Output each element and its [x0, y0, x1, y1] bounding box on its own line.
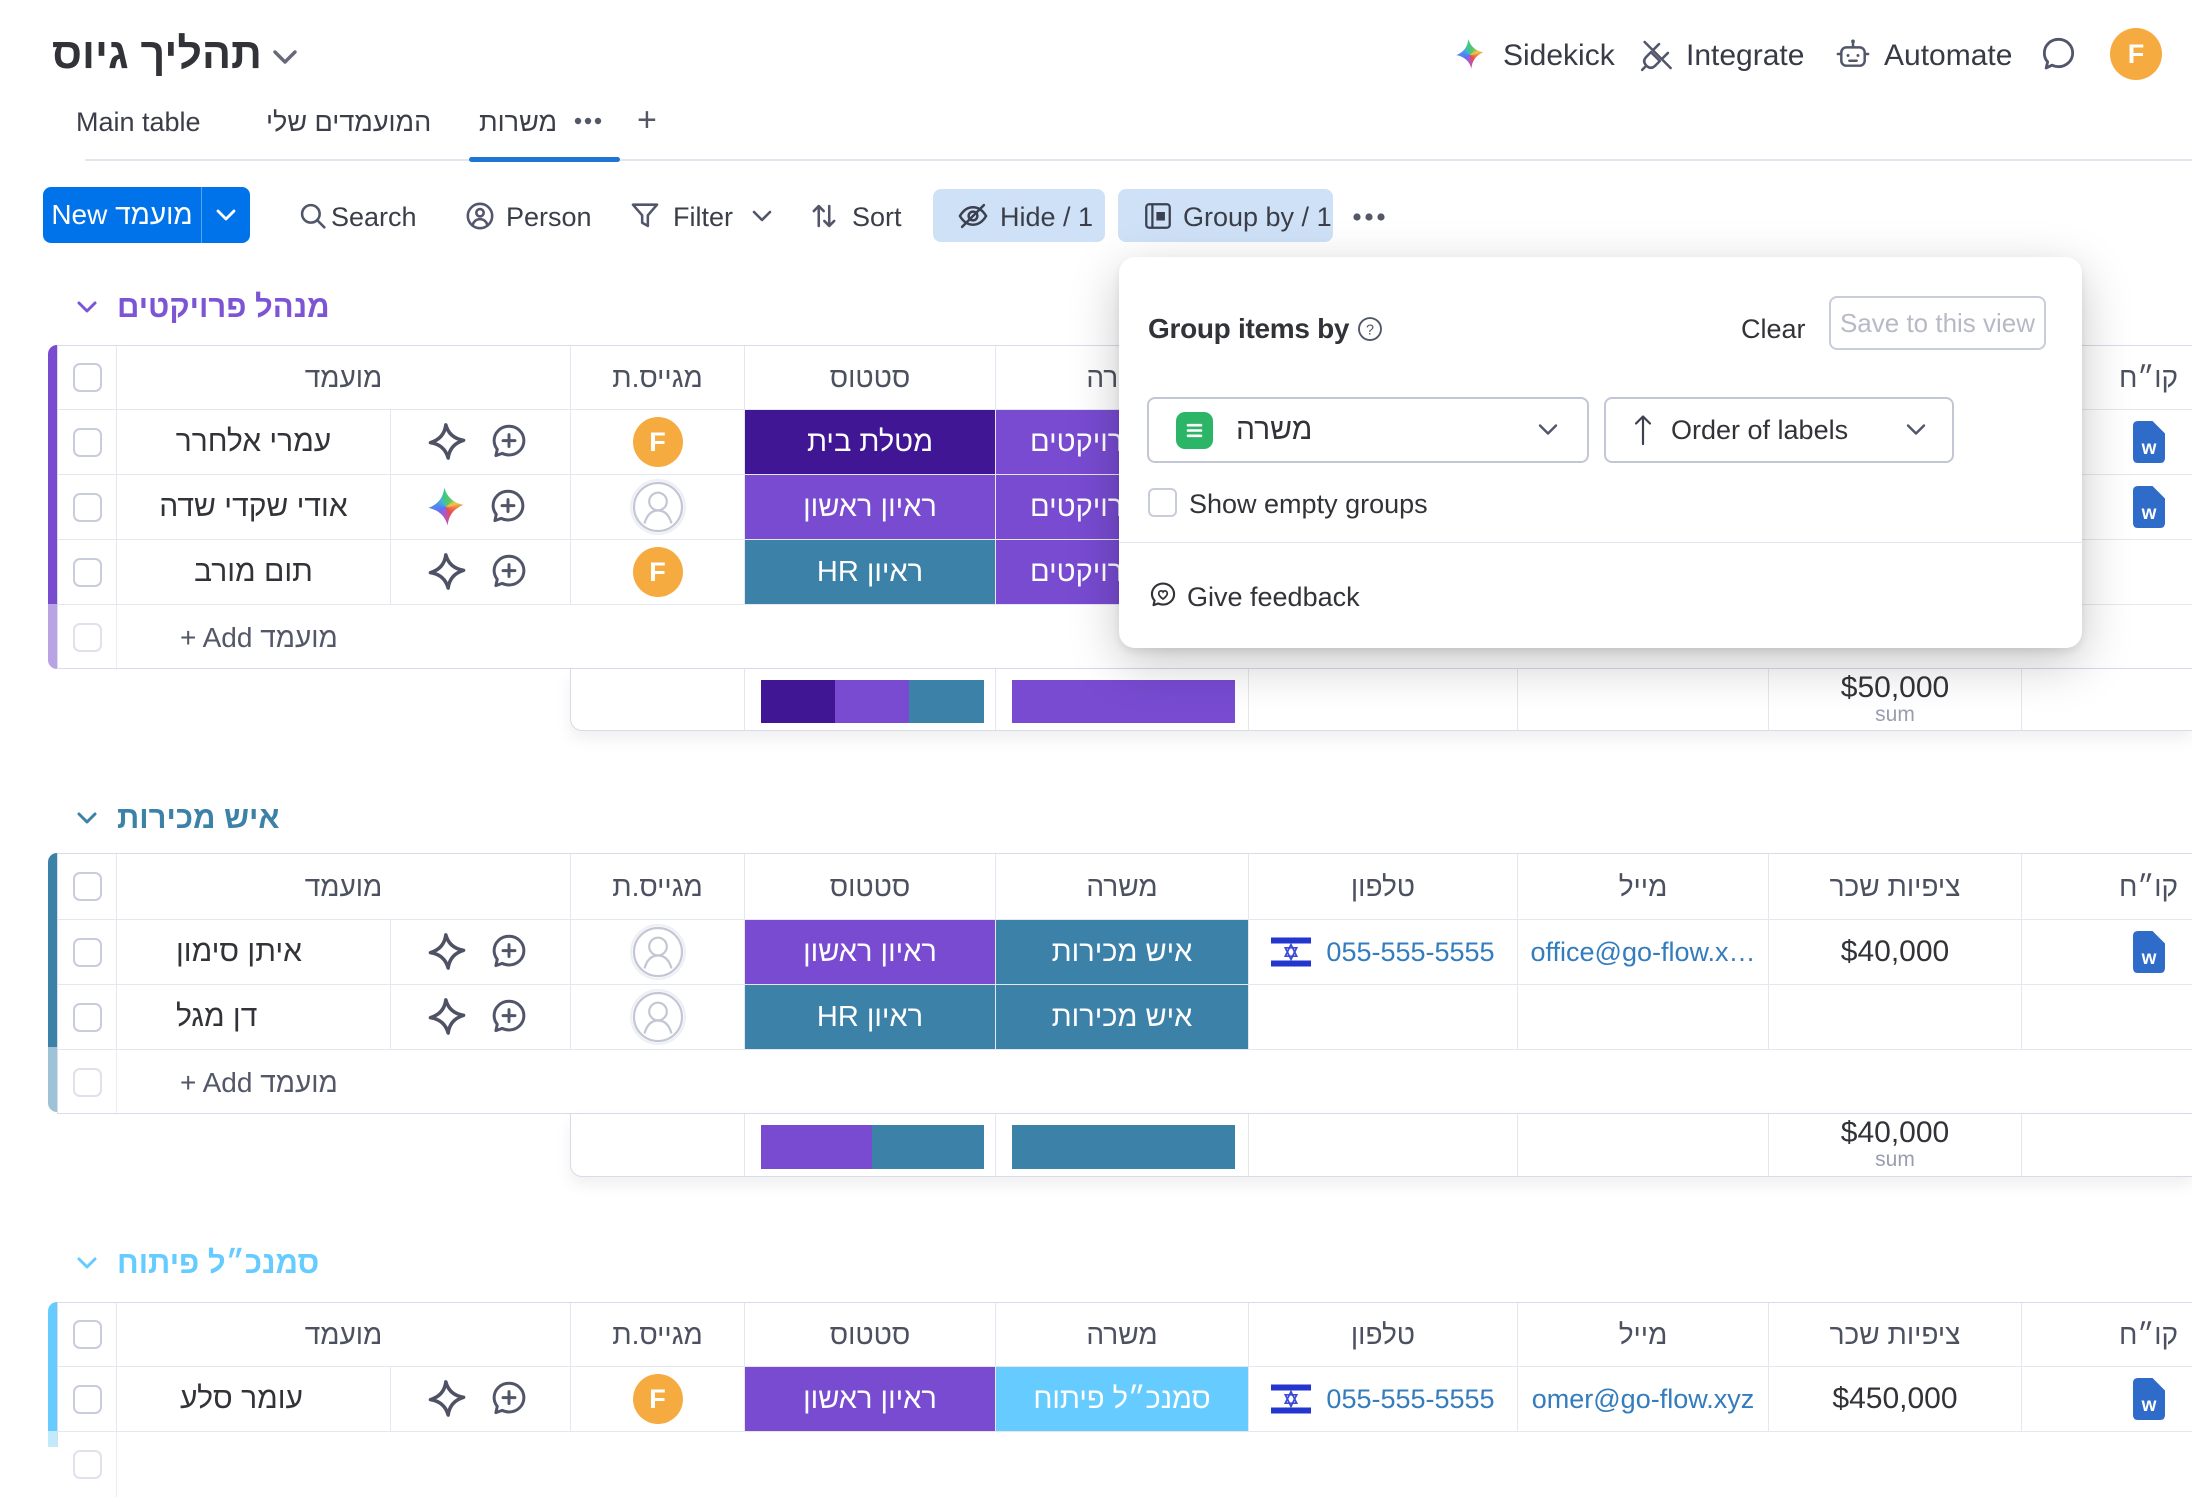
svg-text:?: ?: [1366, 322, 1374, 338]
